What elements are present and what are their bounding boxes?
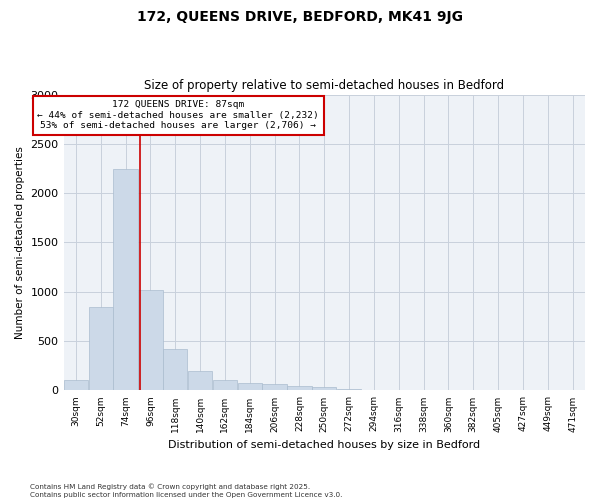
Bar xyxy=(262,384,287,390)
Bar xyxy=(213,380,237,390)
Text: 172 QUEENS DRIVE: 87sqm
← 44% of semi-detached houses are smaller (2,232)
53% of: 172 QUEENS DRIVE: 87sqm ← 44% of semi-de… xyxy=(37,100,319,130)
Bar xyxy=(139,290,163,390)
Bar xyxy=(163,349,187,391)
Text: Contains HM Land Registry data © Crown copyright and database right 2025.
Contai: Contains HM Land Registry data © Crown c… xyxy=(30,484,343,498)
Bar xyxy=(89,306,113,390)
Title: Size of property relative to semi-detached houses in Bedford: Size of property relative to semi-detach… xyxy=(144,79,505,92)
Bar xyxy=(238,382,262,390)
Bar xyxy=(337,389,361,390)
Bar xyxy=(188,370,212,390)
X-axis label: Distribution of semi-detached houses by size in Bedford: Distribution of semi-detached houses by … xyxy=(168,440,481,450)
Bar xyxy=(64,380,88,390)
Bar xyxy=(312,388,337,390)
Y-axis label: Number of semi-detached properties: Number of semi-detached properties xyxy=(15,146,25,339)
Bar xyxy=(113,168,138,390)
Text: 172, QUEENS DRIVE, BEDFORD, MK41 9JG: 172, QUEENS DRIVE, BEDFORD, MK41 9JG xyxy=(137,10,463,24)
Bar xyxy=(287,386,311,390)
